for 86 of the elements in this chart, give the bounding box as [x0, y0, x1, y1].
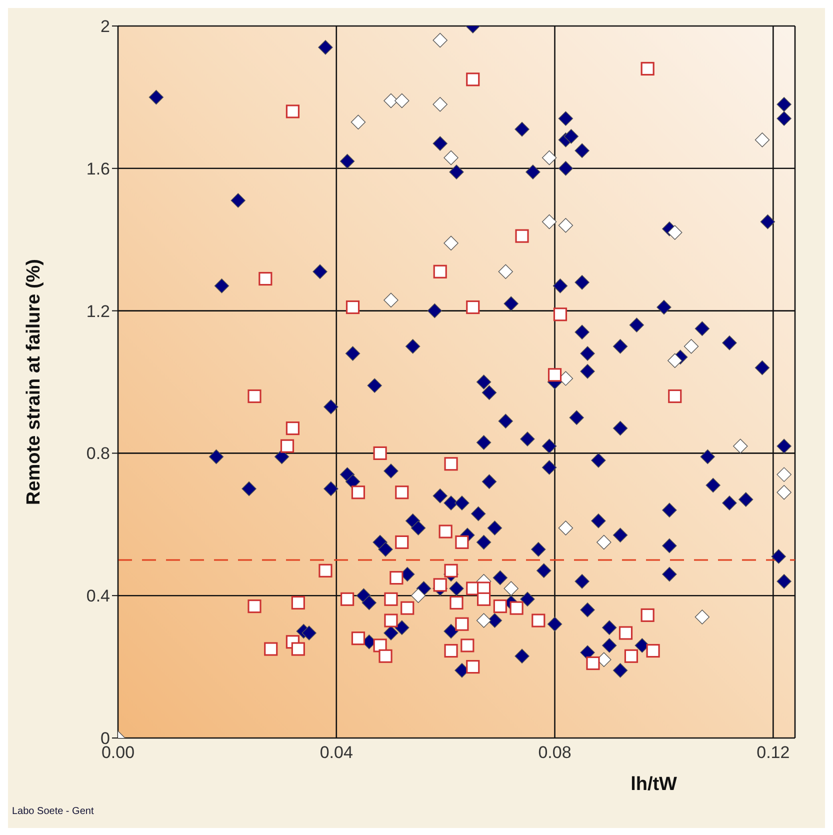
point: [280, 439, 294, 453]
point: [450, 596, 464, 610]
point: [694, 610, 710, 624]
point: [350, 114, 366, 130]
point: [394, 93, 410, 108]
y-tick-label: 2: [100, 17, 110, 36]
y-axis-title: Remote strain at failure (%): [24, 259, 45, 505]
y-tick-label: 1.6: [86, 159, 110, 178]
point: [640, 608, 654, 622]
x-axis-title: lh/tW: [630, 774, 678, 795]
point: [754, 132, 770, 148]
point: [395, 486, 409, 500]
point: [248, 599, 262, 614]
point: [400, 601, 414, 615]
point: [618, 626, 633, 640]
point: [291, 596, 305, 610]
point: [596, 534, 612, 550]
point: [264, 642, 278, 656]
point: [558, 218, 574, 233]
point: [515, 229, 529, 243]
point: [384, 292, 398, 308]
point: [646, 644, 660, 658]
point: [433, 264, 447, 278]
point: [444, 236, 458, 251]
point: [776, 467, 792, 482]
point: [455, 617, 469, 631]
point: [776, 485, 792, 500]
point: [444, 644, 458, 658]
point: [432, 32, 448, 48]
point: [318, 564, 332, 578]
point: [291, 642, 305, 656]
point: [433, 578, 447, 592]
point: [444, 564, 458, 578]
point: [466, 72, 480, 86]
point: [532, 614, 546, 628]
text: Labo Soete - Gent: [12, 806, 94, 817]
y-tick-label: 1.2: [86, 302, 110, 321]
point: [733, 438, 748, 454]
x-tick-label: 0.08: [538, 743, 572, 762]
point: [248, 389, 262, 404]
point: [640, 62, 654, 76]
point: [384, 614, 398, 628]
point: [504, 581, 518, 596]
point: [351, 486, 366, 500]
point: [258, 272, 272, 286]
point: [410, 588, 426, 603]
point: [455, 535, 469, 549]
x-tick-label: 0.12: [756, 743, 790, 762]
point: [390, 571, 404, 585]
point: [346, 300, 360, 314]
point: [286, 104, 300, 118]
point: [668, 353, 682, 368]
point: [476, 613, 492, 628]
point: [558, 520, 574, 536]
point: [395, 535, 409, 549]
point: [340, 592, 354, 606]
x-tick-label: 0.00: [101, 743, 135, 762]
point: [373, 446, 387, 460]
point: [510, 601, 524, 615]
point: [498, 264, 513, 279]
point: [438, 524, 452, 538]
point: [378, 649, 392, 663]
y-tick-label: 0.4: [86, 586, 110, 606]
point: [432, 96, 448, 112]
point: [477, 592, 491, 606]
point: [351, 632, 366, 646]
point: [444, 457, 458, 471]
point: [553, 308, 568, 322]
point: [384, 592, 398, 606]
point: [668, 225, 682, 240]
point: [493, 599, 507, 614]
y-tick-label: 0.8: [86, 444, 110, 464]
point: [586, 656, 600, 670]
point: [548, 368, 562, 382]
point: [466, 660, 480, 674]
point: [624, 649, 638, 663]
point: [542, 150, 557, 166]
point: [286, 421, 300, 436]
point: [668, 389, 682, 404]
point: [466, 300, 480, 314]
point: [384, 93, 398, 108]
point: [444, 150, 458, 166]
point: [460, 638, 474, 652]
point: [542, 214, 557, 230]
x-tick-label: 0.04: [320, 743, 353, 762]
point: [684, 339, 699, 354]
